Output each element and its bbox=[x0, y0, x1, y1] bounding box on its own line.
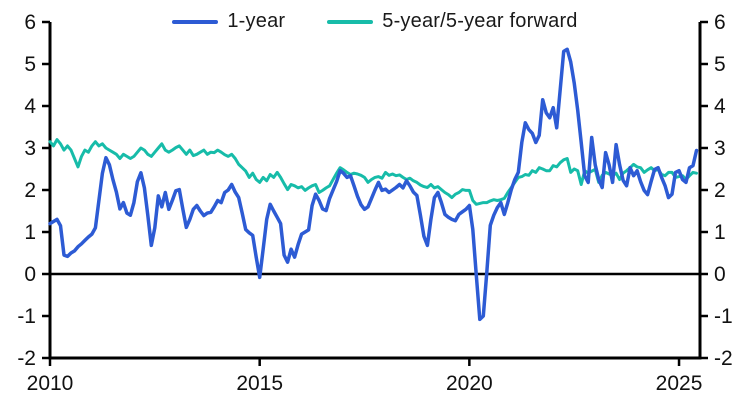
y-tick-label-right: 6 bbox=[714, 11, 726, 34]
y-tick-label-right: 0 bbox=[714, 263, 726, 286]
x-tick-label: 2010 bbox=[27, 372, 74, 395]
x-tick-label: 2020 bbox=[446, 372, 493, 395]
y-tick-label-left: 2 bbox=[24, 179, 36, 202]
y-tick-label-right: -1 bbox=[714, 305, 733, 328]
y-tick-label-left: 3 bbox=[24, 137, 36, 160]
y-tick-label-right: -2 bbox=[714, 347, 733, 370]
y-tick-label-right: 1 bbox=[714, 221, 726, 244]
y-tick-label-left: 1 bbox=[24, 221, 36, 244]
y-tick-label-right: 3 bbox=[714, 137, 726, 160]
y-tick-label-right: 5 bbox=[714, 53, 726, 76]
series1-line-1-year bbox=[48, 47, 699, 322]
y-tick-label-left: 4 bbox=[24, 95, 36, 118]
y-tick-label-right: 4 bbox=[714, 95, 726, 118]
y-tick-label-right: 2 bbox=[714, 179, 726, 202]
y-tick-label-left: -2 bbox=[17, 347, 36, 370]
y-tick-label-left: -1 bbox=[17, 305, 36, 328]
x-tick-label: 2015 bbox=[236, 372, 283, 395]
y-tick-label-left: 0 bbox=[24, 263, 36, 286]
x-tick-label: 2025 bbox=[656, 372, 703, 395]
y-tick-label-left: 5 bbox=[24, 53, 36, 76]
y-tick-label-left: 6 bbox=[24, 11, 36, 34]
